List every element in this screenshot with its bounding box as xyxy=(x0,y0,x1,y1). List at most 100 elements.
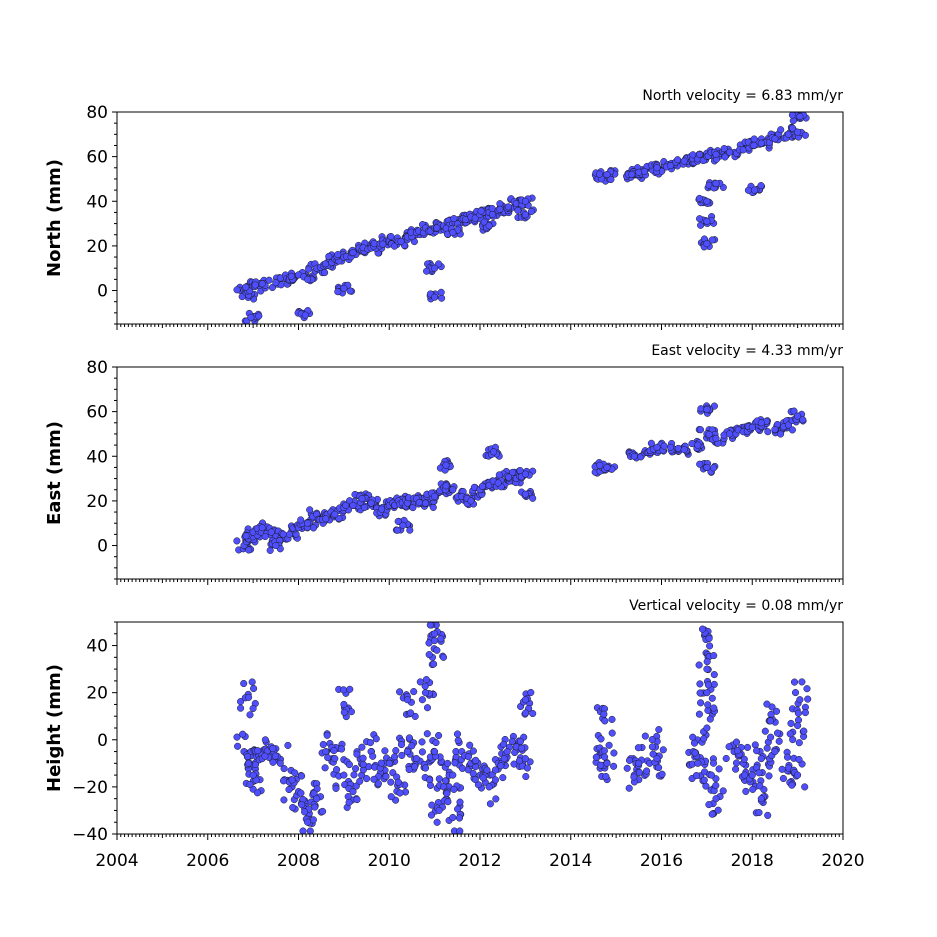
east-point xyxy=(694,441,702,449)
height-point xyxy=(794,771,802,779)
height-point-jitter xyxy=(298,772,306,780)
height-point-jitter xyxy=(454,736,462,744)
north-point-jitter xyxy=(379,240,387,248)
height-point-jitter xyxy=(284,741,292,749)
north-point xyxy=(712,179,720,187)
height-point-jitter xyxy=(641,732,649,740)
height-point-jitter xyxy=(345,761,353,769)
north-point-jitter xyxy=(450,215,458,223)
height-point-jitter xyxy=(695,710,703,718)
north-point xyxy=(680,157,688,165)
xtick-label: 2020 xyxy=(821,851,864,871)
east-point-jitter xyxy=(697,405,705,413)
height-point-jitter xyxy=(786,730,794,738)
height-point-jitter xyxy=(396,789,404,797)
north-point xyxy=(603,170,611,179)
height-point xyxy=(648,743,656,751)
height-point-jitter xyxy=(732,759,741,767)
height-point-jitter xyxy=(714,806,722,814)
height-point-jitter xyxy=(453,730,462,738)
east-point xyxy=(494,479,502,487)
height-point-jitter xyxy=(456,798,464,806)
east-point xyxy=(322,515,330,523)
height-point-jitter xyxy=(425,651,433,659)
north-point-jitter xyxy=(268,283,276,292)
height-point-jitter xyxy=(246,780,254,789)
height-point-jitter xyxy=(397,741,406,749)
east-point xyxy=(667,443,675,451)
height-point-jitter xyxy=(597,761,605,769)
height-point-jitter xyxy=(474,781,482,789)
east-point xyxy=(421,499,430,507)
height-point xyxy=(412,755,421,763)
xtick-label: 2018 xyxy=(731,851,774,871)
east-point xyxy=(521,470,529,478)
height-point-jitter xyxy=(381,747,389,755)
height-point xyxy=(340,771,348,779)
height-point xyxy=(653,755,661,763)
east-points xyxy=(233,402,807,554)
height-point xyxy=(449,813,457,822)
east-point-jitter xyxy=(696,460,704,468)
north-point-jitter xyxy=(607,175,615,184)
east-point xyxy=(703,405,711,413)
height-point-jitter xyxy=(261,752,269,760)
east-ytick-label: 40 xyxy=(86,447,108,467)
east-point-jitter xyxy=(406,526,414,534)
east-point xyxy=(630,452,638,460)
height-point-jitter xyxy=(706,715,714,723)
height-point-jitter xyxy=(353,750,361,758)
height-point-jitter xyxy=(529,709,537,718)
east-point xyxy=(331,510,339,518)
height-point xyxy=(245,759,253,767)
height-point-jitter xyxy=(659,746,667,754)
height-point xyxy=(276,759,284,767)
north-point xyxy=(301,311,309,319)
height-point-jitter xyxy=(451,759,459,767)
height-point-jitter xyxy=(625,784,633,792)
height-point-jitter xyxy=(369,752,377,760)
east-point-jitter xyxy=(495,471,503,479)
east-point xyxy=(771,425,779,434)
height-ytick-label: −40 xyxy=(72,825,108,845)
east-point-jitter xyxy=(596,461,604,469)
height-point xyxy=(748,771,756,779)
height-point-jitter xyxy=(271,752,279,760)
east-point xyxy=(258,524,266,532)
height-point-jitter xyxy=(643,767,651,775)
east-point xyxy=(304,519,312,527)
east-point xyxy=(367,499,375,507)
height-point-jitter xyxy=(749,785,757,793)
height-point-jitter xyxy=(455,814,464,822)
east-point xyxy=(431,492,439,500)
height-point-jitter xyxy=(427,811,436,819)
height-point xyxy=(435,806,443,814)
height-point-jitter xyxy=(773,729,782,737)
height-point xyxy=(433,646,441,654)
east-point xyxy=(272,541,280,550)
east-point xyxy=(442,461,450,469)
height-point-jitter xyxy=(324,754,332,762)
east-point xyxy=(712,434,720,442)
height-point-jitter xyxy=(435,731,443,740)
height-point-jitter xyxy=(705,801,713,809)
height-point-jitter xyxy=(787,719,795,727)
height-point xyxy=(771,748,779,756)
height-point xyxy=(313,795,321,803)
height-point xyxy=(331,755,339,763)
north-point-jitter xyxy=(695,194,704,202)
height-point-jitter xyxy=(251,760,260,769)
height-point-jitter xyxy=(311,803,319,811)
height-point-jitter xyxy=(350,771,358,779)
height-point-jitter xyxy=(700,735,708,743)
north-point-jitter xyxy=(334,288,342,296)
height-point-jitter xyxy=(523,764,531,772)
east-point-jitter xyxy=(696,426,705,434)
panel-height: −40 −20 0 20 40 2004 2006 2008 2010 2012 2014 2016 2… xyxy=(44,598,865,871)
east-point-jitter xyxy=(788,426,796,434)
height-point-jitter xyxy=(600,710,608,718)
east-point-jitter xyxy=(335,515,343,523)
height-point-jitter xyxy=(301,808,309,816)
east-point xyxy=(726,430,734,438)
north-point-jitter xyxy=(777,126,785,134)
